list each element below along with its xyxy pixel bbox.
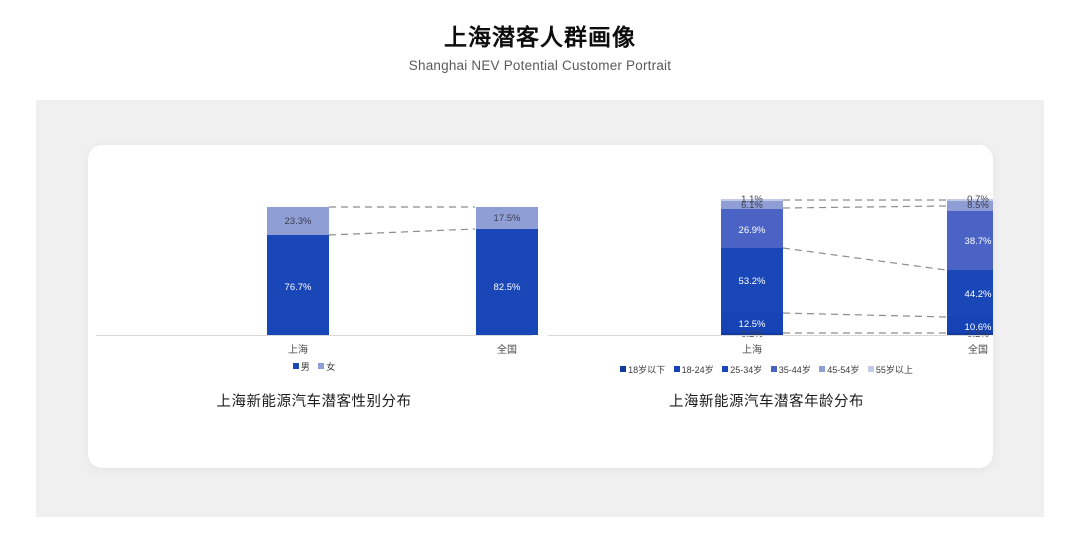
gender-label-female-national: 17.5% [494,213,521,224]
square-swatch-icon [770,365,777,372]
age-legend-label-25-34: 25-34岁 [730,365,763,375]
age-bar-shanghai[interactable]: 1.1% 6.1% 26.9% 53.2% 12.5% 0.2% [721,194,783,340]
page-header: 上海潜客人群画像 Shanghai NEV Potential Customer… [0,0,1080,76]
age-label-35-44-national: 38.7% [965,236,992,247]
gender-label-male-national: 82.5% [494,282,521,293]
gender-chart-caption: 上海新能源汽车潜客性别分布 [216,394,412,410]
square-swatch-icon [722,365,729,372]
age-bar-national[interactable]: 0.7% 8.5% 38.7% 44.2% 10.6% 0.2% [947,194,993,340]
age-label-55plus-shanghai: 1.1% [741,194,763,205]
age-legend-item-under18[interactable]: 18岁以下 [620,363,665,376]
age-legend-label-55plus: 55岁以上 [875,365,913,375]
gender-chart-svg: 23.3% 76.7% 17.5% 82.5% [96,206,538,336]
age-label-45-54-shanghai: 6.1% [741,200,763,211]
square-swatch-icon [292,362,299,369]
gender-bar-national[interactable]: 17.5% 82.5% [476,207,538,335]
gender-axis-label-shanghai: 上海 [288,345,308,356]
gender-legend-label-female: 女 [326,362,336,372]
gender-bar-shanghai[interactable]: 23.3% 76.7% [267,207,329,335]
age-axis-label-shanghai: 上海 [742,345,762,356]
age-label-35-44-shanghai: 26.9% [739,225,766,236]
age-legend: 18岁以下 18-24岁 25-34岁 35-44岁 45-54岁 55岁以上 [540,363,993,376]
age-label-18-24-shanghai: 12.5% [739,319,766,330]
gender-chart-pane: 23.3% 76.7% 17.5% 82.5% 上海 全国 男 [88,145,540,468]
age-label-under18-shanghai: 0.2% [741,329,763,340]
gender-chart-plot: 23.3% 76.7% 17.5% 82.5% [88,145,540,360]
age-connectors [782,199,947,334]
age-axis-labels: 上海 全国 [540,341,993,359]
square-swatch-icon [620,365,627,372]
age-legend-label-35-44: 35-44岁 [778,365,811,375]
gender-label-male-shanghai: 76.7% [285,282,312,293]
age-legend-item-45-54[interactable]: 45-54岁 [819,363,859,376]
age-chart-svg: 1.1% 6.1% 26.9% 53.2% 12.5% 0.2% 0.7% [548,194,993,340]
gender-connectors [328,206,476,236]
age-label-25-34-national: 44.2% [965,289,992,300]
gender-legend-item-female[interactable]: 女 [318,360,335,373]
gender-axis-labels: 上海 全国 [88,341,540,359]
gender-legend: 男 女 [88,360,540,373]
square-swatch-icon [867,365,874,372]
age-legend-label-under18: 18岁以下 [628,365,666,375]
charts-card: 23.3% 76.7% 17.5% 82.5% 上海 全国 男 [88,145,993,468]
age-axis-label-national: 全国 [968,345,988,356]
square-swatch-icon [318,362,325,369]
page-subtitle: Shanghai NEV Potential Customer Portrait [408,58,672,73]
age-legend-item-25-34[interactable]: 25-34岁 [722,363,762,376]
gender-axis-label-national: 全国 [497,345,517,356]
age-label-55plus-national: 0.7% [967,194,989,205]
age-legend-item-35-44[interactable]: 35-44岁 [770,363,811,376]
age-chart-pane: 1.1% 6.1% 26.9% 53.2% 12.5% 0.2% 0.7% [540,145,993,468]
age-label-25-34-shanghai: 53.2% [739,276,766,287]
age-chart-caption: 上海新能源汽车潜客年龄分布 [669,394,864,410]
square-swatch-icon [819,365,826,372]
age-legend-item-18-24[interactable]: 18-24岁 [673,363,714,376]
gender-legend-item-male[interactable]: 男 [292,360,310,373]
age-label-18-24-national: 10.6% [965,322,992,333]
age-legend-label-45-54: 45-54岁 [827,365,860,375]
age-label-45-54-national: 8.5% [967,200,989,211]
gender-legend-label-male: 男 [300,362,310,372]
age-chart-plot: 1.1% 6.1% 26.9% 53.2% 12.5% 0.2% 0.7% [540,145,993,360]
page-title: 上海潜客人群画像 [444,24,636,50]
age-label-under18-national: 0.2% [967,329,989,340]
gender-label-female-shanghai: 23.3% [285,216,312,227]
square-swatch-icon [673,365,680,372]
age-legend-label-18-24: 18-24岁 [681,365,714,375]
age-legend-item-55plus[interactable]: 55岁以上 [867,363,913,376]
